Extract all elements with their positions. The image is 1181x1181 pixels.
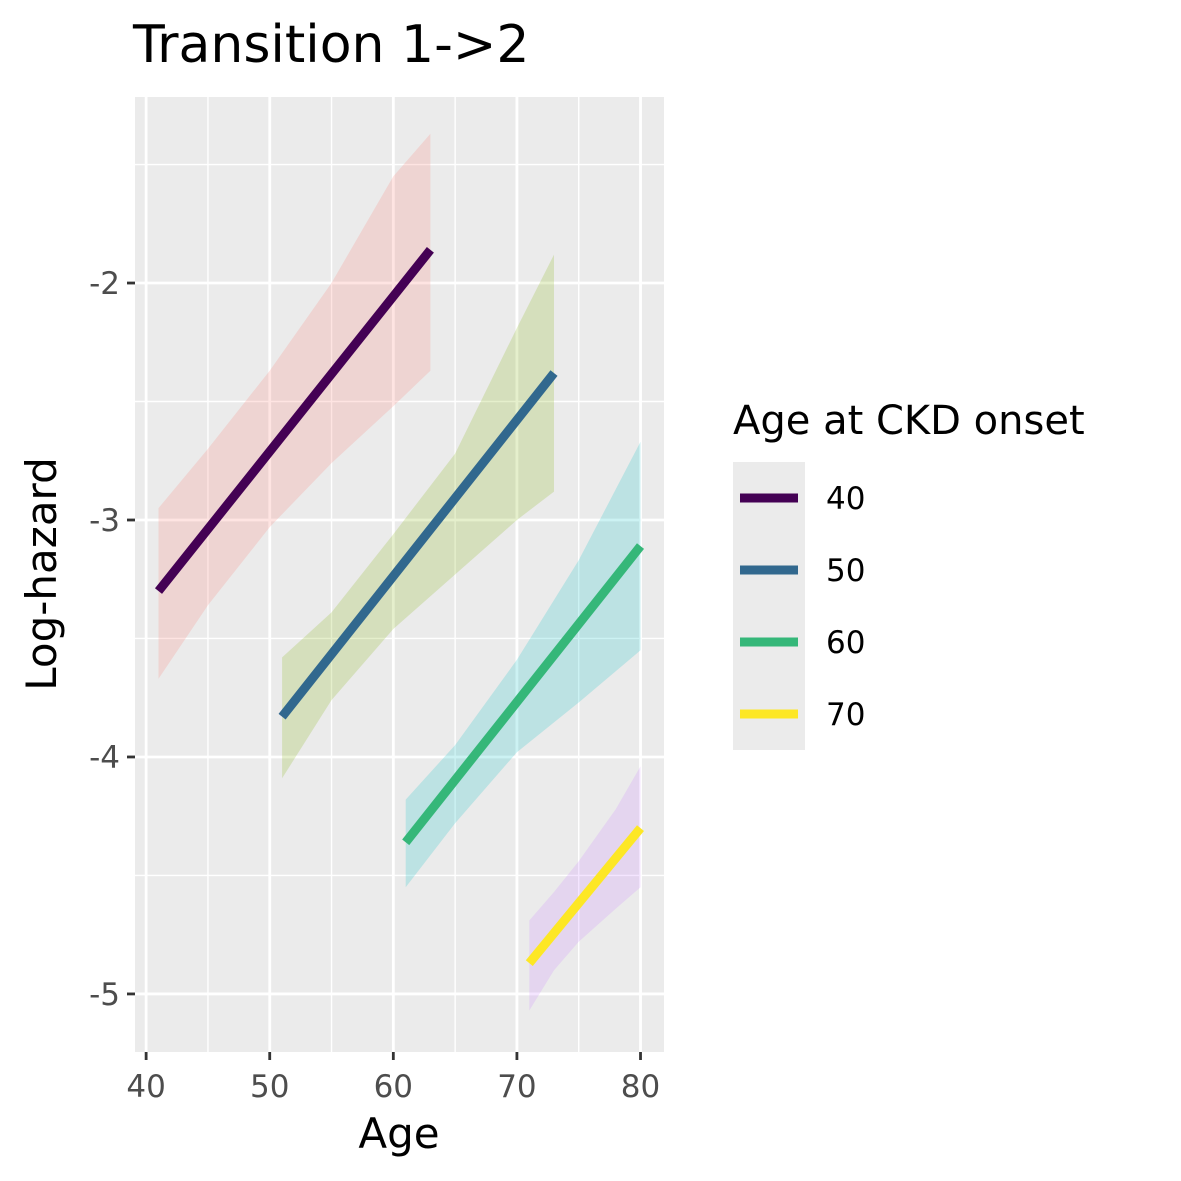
y-tick-label: -5 <box>89 977 120 1013</box>
legend-label-40: 40 <box>826 481 865 517</box>
y-tick-label: -3 <box>89 503 120 539</box>
legend-label-50: 50 <box>826 553 865 589</box>
x-tick-label: 70 <box>497 1069 536 1105</box>
x-tick-label: 40 <box>126 1069 165 1105</box>
legend-items: 40 50 60 70 <box>740 481 865 733</box>
y-tick-label: -4 <box>89 740 120 776</box>
x-axis-title: Age <box>358 1109 439 1158</box>
series-line-60 <box>402 543 645 846</box>
series-line-40 <box>154 246 434 594</box>
x-tick-label: 60 <box>374 1069 413 1105</box>
y-tick-label: -2 <box>89 266 120 302</box>
x-tick-label: 80 <box>621 1069 660 1105</box>
ribbons <box>158 133 641 1011</box>
legend-label-60: 60 <box>826 625 865 661</box>
y-axis: -5 -4 -3 -2 <box>89 266 135 1013</box>
series-line-70 <box>525 825 644 966</box>
x-tick-label: 50 <box>250 1069 289 1105</box>
legend-key-background <box>733 462 805 750</box>
legend: Age at CKD onset 40 50 60 70 <box>733 398 1085 750</box>
chart-title: Transition 1->2 <box>132 15 530 75</box>
ribbon-60 <box>405 441 641 888</box>
y-axis-title: Log-hazard <box>17 457 66 691</box>
grid-minor <box>135 97 664 1052</box>
x-axis: 40 50 60 70 80 <box>126 1052 660 1105</box>
ribbon-50 <box>282 254 554 779</box>
series-lines <box>154 246 645 966</box>
ribbon-40 <box>158 133 431 679</box>
ribbon-70 <box>529 766 641 1011</box>
legend-label-70: 70 <box>826 697 865 733</box>
legend-title: Age at CKD onset <box>733 398 1085 444</box>
series-line-50 <box>278 370 558 720</box>
